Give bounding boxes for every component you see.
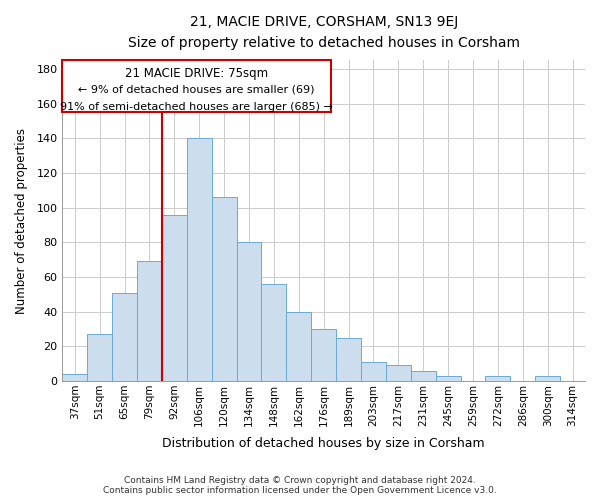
Bar [162, 214, 187, 381]
Bar [137, 262, 162, 381]
Bar [411, 370, 436, 381]
Bar [236, 242, 262, 381]
Title: 21, MACIE DRIVE, CORSHAM, SN13 9EJ
Size of property relative to detached houses : 21, MACIE DRIVE, CORSHAM, SN13 9EJ Size … [128, 15, 520, 50]
Bar [87, 334, 112, 381]
Bar [386, 366, 411, 381]
Text: ← 9% of detached houses are smaller (69): ← 9% of detached houses are smaller (69) [79, 84, 315, 94]
Bar [187, 138, 212, 381]
Text: 91% of semi-detached houses are larger (685) →: 91% of semi-detached houses are larger (… [60, 102, 333, 112]
Bar [336, 338, 361, 381]
Bar [485, 376, 511, 381]
Bar [212, 198, 236, 381]
Bar [436, 376, 461, 381]
Bar [262, 284, 286, 381]
Bar [311, 329, 336, 381]
Text: Contains HM Land Registry data © Crown copyright and database right 2024.
Contai: Contains HM Land Registry data © Crown c… [103, 476, 497, 495]
Text: 21 MACIE DRIVE: 75sqm: 21 MACIE DRIVE: 75sqm [125, 68, 268, 80]
Y-axis label: Number of detached properties: Number of detached properties [15, 128, 28, 314]
FancyBboxPatch shape [62, 60, 331, 112]
Bar [112, 292, 137, 381]
Bar [535, 376, 560, 381]
Bar [286, 312, 311, 381]
Bar [361, 362, 386, 381]
X-axis label: Distribution of detached houses by size in Corsham: Distribution of detached houses by size … [163, 437, 485, 450]
Bar [62, 374, 87, 381]
